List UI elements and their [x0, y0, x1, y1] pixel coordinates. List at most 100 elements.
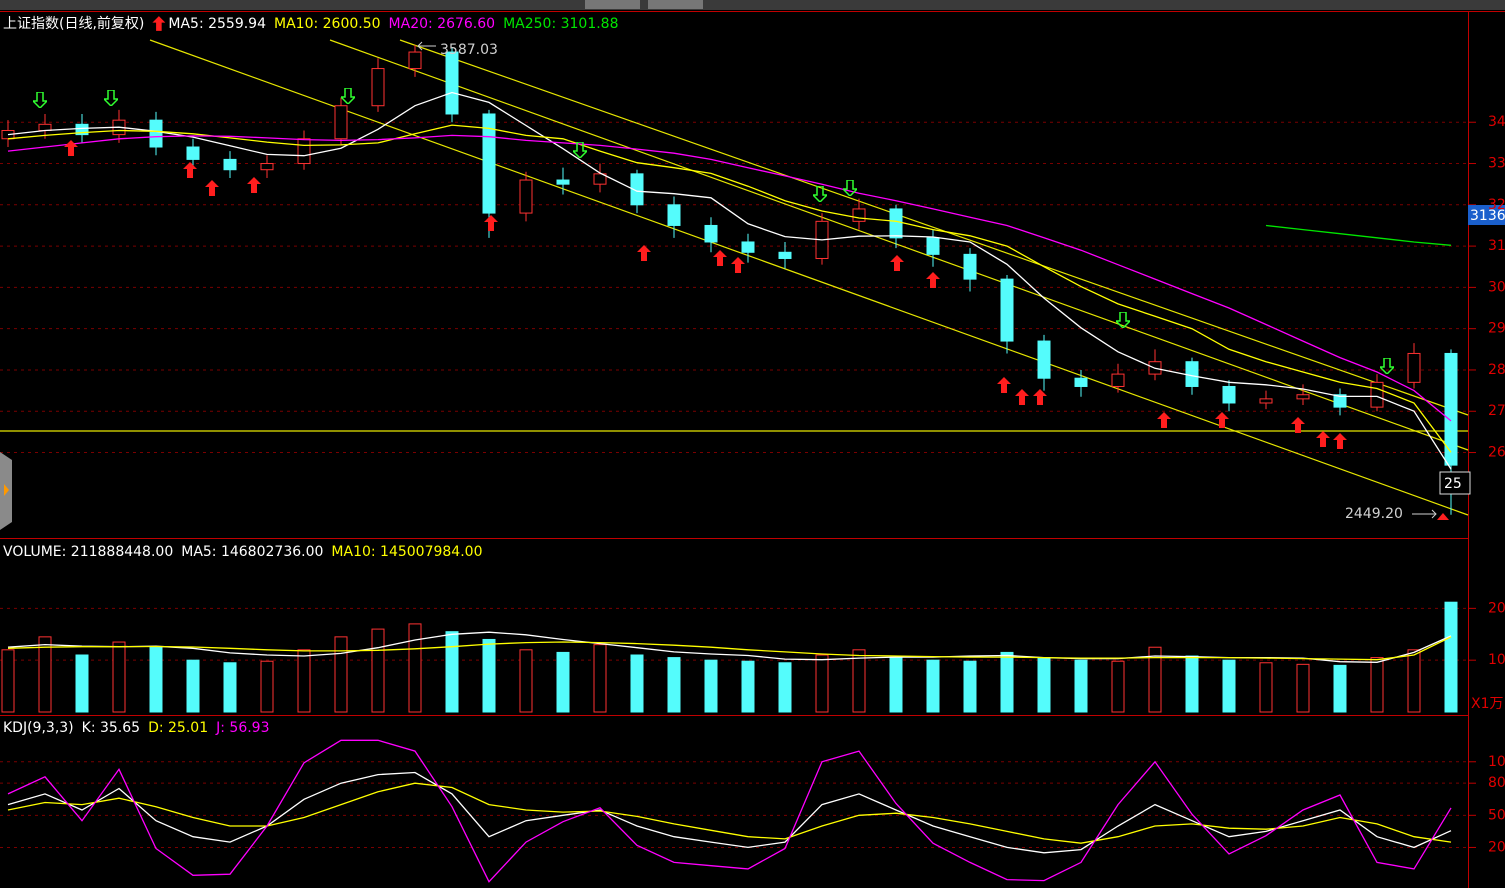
grid [0, 121, 1476, 848]
chart-title: 上证指数(日线,前复权) [3, 15, 144, 32]
legend-entry: MA10: 2600.50 [274, 16, 381, 32]
candle-body [1074, 377, 1088, 387]
y-tick-label: 20 [1488, 839, 1505, 855]
candle-body [963, 253, 977, 280]
high-label: 3587.03 [440, 42, 498, 58]
legend-entry: MA20: 2676.60 [389, 16, 496, 32]
candle-body [889, 208, 903, 239]
volume-bar [1296, 663, 1310, 713]
legend-entry: VOLUME: 211888448.00 [3, 544, 173, 560]
volume-bar [1407, 649, 1421, 713]
volume-bar [1074, 659, 1088, 713]
candle-body [1333, 394, 1347, 408]
ma-line [1265, 224, 1452, 246]
volume-bar [1444, 601, 1458, 713]
volume-bar [889, 657, 903, 713]
volume-bar [223, 662, 237, 713]
volume-bar [112, 641, 126, 713]
candle-body [1185, 361, 1199, 387]
y-tick-label: 2700 [1488, 403, 1505, 419]
legend-entry: MA250: 3101.88 [503, 16, 618, 32]
low-marker [1437, 513, 1449, 520]
high-arrow [417, 41, 436, 51]
candle-body [186, 146, 200, 160]
price-box [1468, 205, 1505, 225]
volume-bar [1, 649, 15, 713]
y-tick-label: 2600 [1488, 445, 1505, 461]
volume-bar [1185, 655, 1199, 713]
volume-bar [852, 649, 866, 713]
ma-line [7, 124, 1452, 453]
candle-body [1407, 352, 1421, 383]
legend-entry: J: 56.93 [215, 720, 269, 736]
candle-body [445, 51, 459, 115]
candle-body [630, 173, 644, 206]
volume-bar [408, 623, 422, 713]
legend-entry: K: 35.65 [82, 720, 140, 736]
legend-entry: MA10: 145007984.00 [331, 544, 482, 560]
volume-bar [741, 660, 755, 713]
volume-bar [704, 659, 718, 713]
toolbar-tab[interactable] [585, 0, 640, 9]
candle-body [519, 179, 533, 214]
y-tick-label: 3400 [1488, 114, 1505, 130]
volume-bar [149, 646, 163, 713]
legend-entry: D: 25.01 [148, 720, 208, 736]
candle-body [1370, 381, 1384, 408]
volume-bar [926, 659, 940, 713]
candle-body [223, 158, 237, 171]
candle-body [482, 113, 496, 214]
volume-bar [1259, 662, 1273, 713]
candle-body [260, 163, 274, 171]
volume-bar [445, 631, 459, 713]
volume-bar [778, 662, 792, 713]
candle-body [926, 237, 940, 255]
candle-body [704, 224, 718, 243]
volume-bar [482, 638, 496, 713]
volume-bar [371, 628, 385, 713]
last-price-box [1439, 471, 1471, 495]
price-box-label: 3136 [1470, 208, 1505, 224]
y-tick-label: 3200 [1488, 197, 1505, 213]
legend-entry: MA5: 146802736.00 [181, 544, 323, 560]
volume-bar [556, 651, 570, 713]
volume-bar [260, 660, 274, 713]
candle-body [778, 251, 792, 259]
y-tick-label: 2900 [1488, 321, 1505, 337]
toolbar-tab[interactable] [648, 0, 703, 9]
last-price-label: 25 [1444, 476, 1462, 492]
candle-body [1037, 340, 1051, 379]
volume-bar [1333, 664, 1347, 713]
volume-bar [1037, 657, 1051, 713]
volume-bar [1222, 659, 1236, 713]
y-tick-label: 10000 [1488, 652, 1505, 668]
candle-body [1111, 373, 1125, 387]
volume-bar [297, 649, 311, 713]
unit-label: X1万 [1471, 696, 1504, 712]
candle-body [371, 68, 385, 107]
legend-entry: MA5: 2559.94 [168, 16, 266, 32]
candle-body [1259, 398, 1273, 404]
panel-borders [0, 11, 1505, 888]
candle-body [741, 241, 755, 253]
volume-bar [593, 644, 607, 713]
volume-bar [667, 657, 681, 713]
volume-bar [75, 654, 89, 713]
side-tab-arrow [4, 484, 9, 496]
volume-bar [186, 659, 200, 713]
labels: 2600 2700 2800 2900 3000 3100 3200 3300 3400 1000… [3, 15, 1505, 855]
volume-bar [38, 636, 52, 713]
low-arrow [1412, 509, 1437, 519]
candle-body [1296, 394, 1310, 400]
volume-bar [1111, 660, 1125, 713]
volume-bar [1148, 646, 1162, 713]
candle-body [38, 123, 52, 131]
candle-body [852, 208, 866, 222]
ma-line [7, 782, 1452, 844]
candle-body [556, 179, 570, 185]
y-tick-label: 100 [1488, 754, 1505, 770]
volume-bar [334, 636, 348, 713]
candle-body [667, 204, 681, 226]
